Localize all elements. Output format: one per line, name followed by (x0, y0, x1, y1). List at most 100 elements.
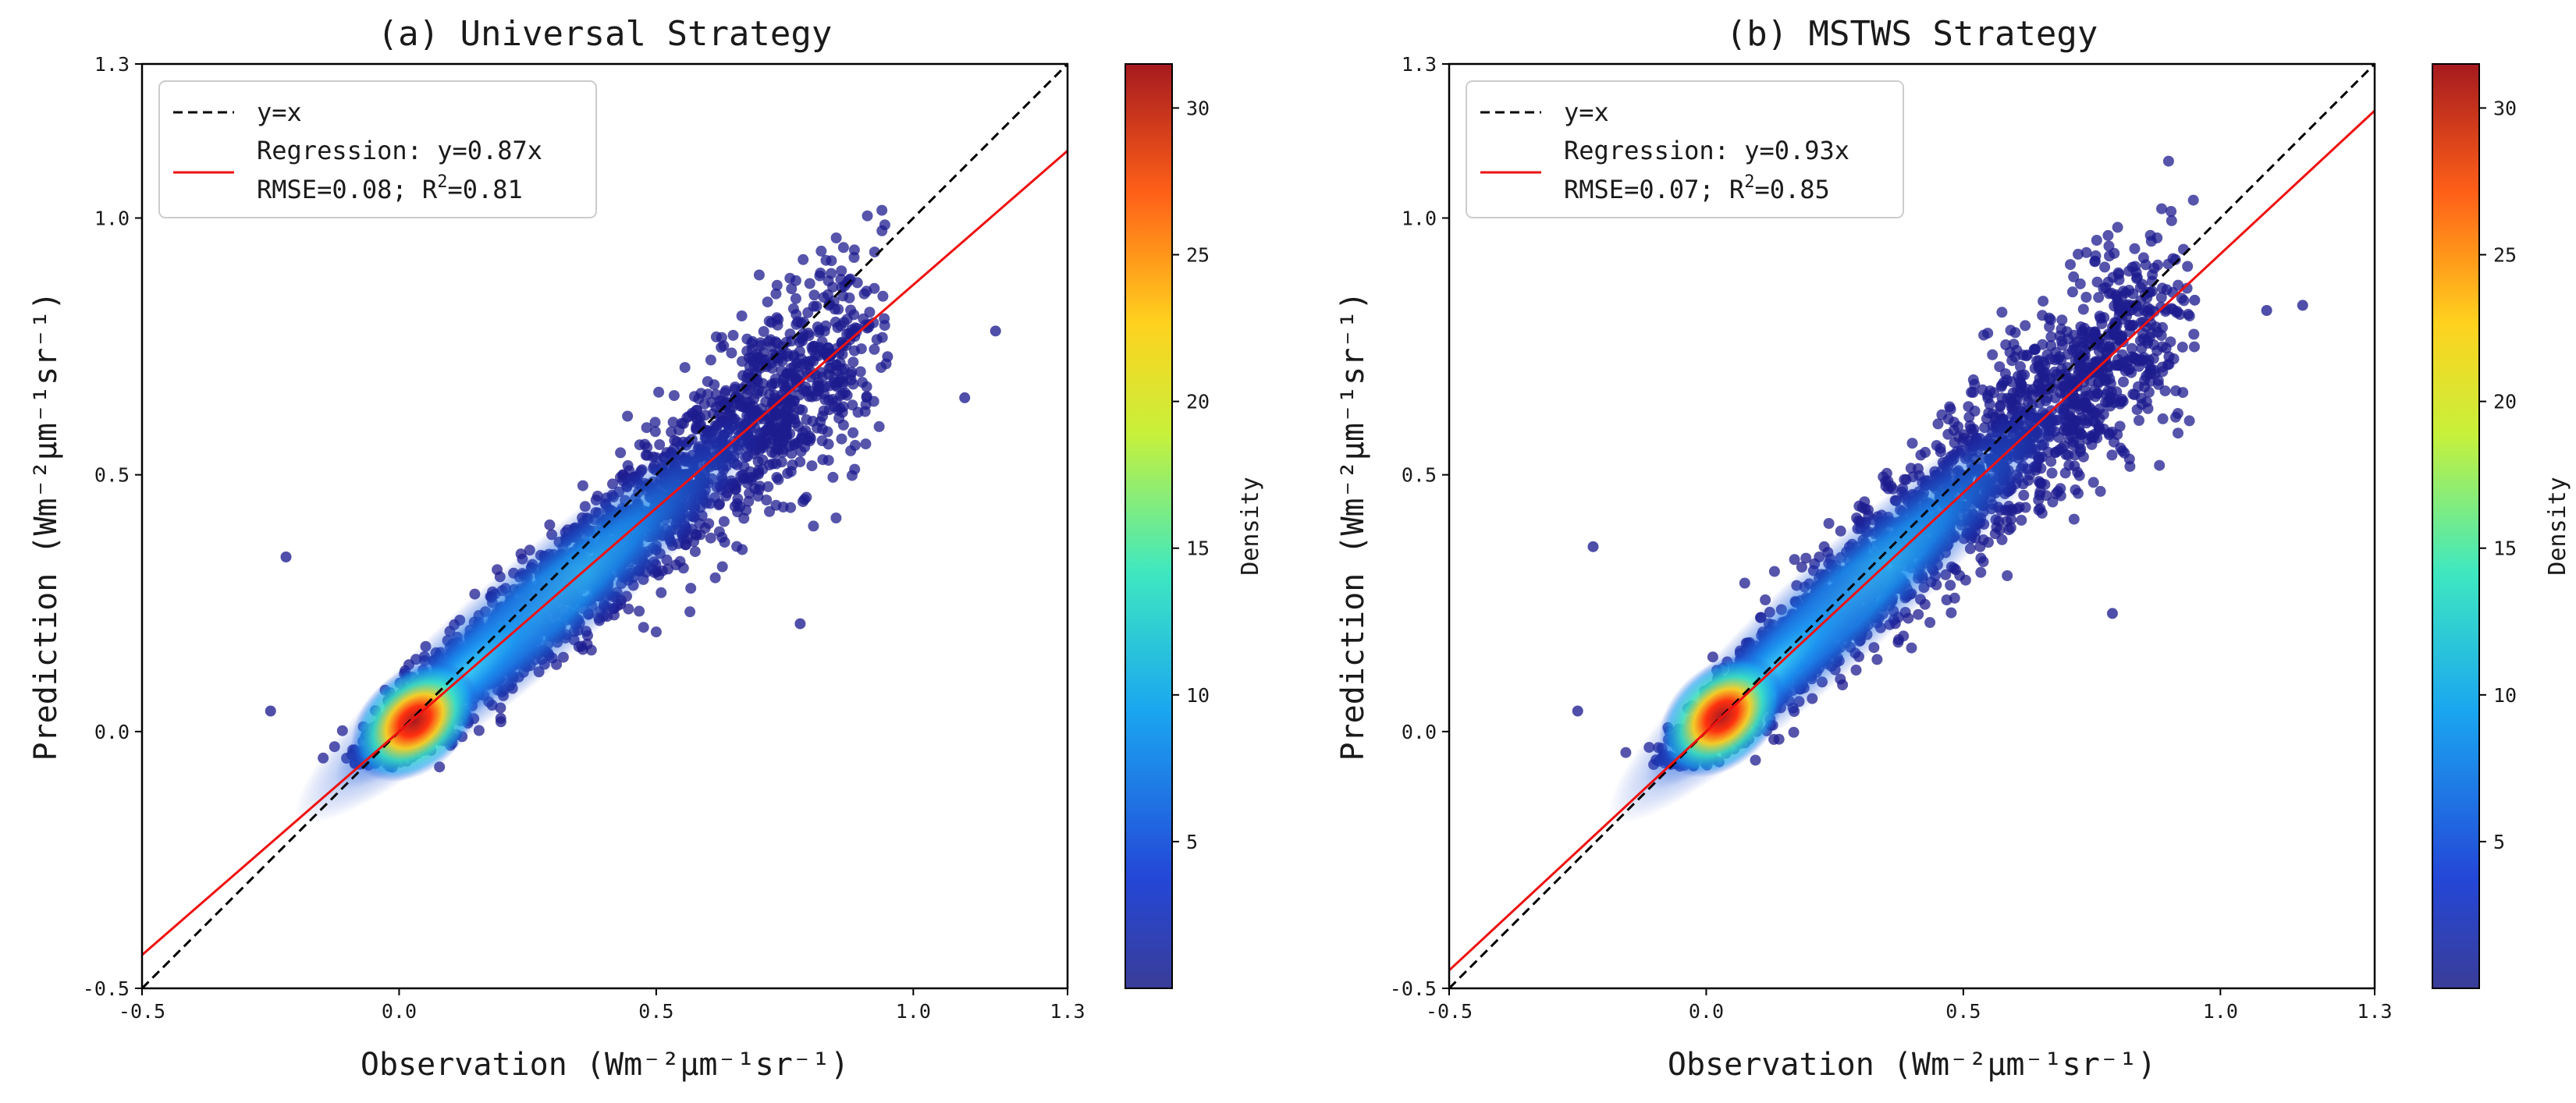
data-point (847, 427, 859, 438)
data-point (822, 426, 833, 438)
data-point (835, 274, 847, 285)
data-point (757, 378, 769, 389)
data-point (2045, 456, 2057, 467)
data-point (2116, 332, 2127, 344)
data-point (2016, 514, 2027, 526)
y-tick-label: 0.5 (94, 464, 130, 487)
data-point (819, 394, 831, 406)
data-point (2145, 363, 2157, 374)
metrics-superscript: 2 (437, 172, 447, 192)
data-point (804, 431, 815, 442)
data-point (2163, 358, 2175, 370)
legend-label-regression: Regression: y=0.87x (257, 136, 542, 165)
data-point (852, 406, 864, 418)
data-point (2055, 442, 2067, 454)
data-point (719, 537, 730, 548)
data-point (2102, 229, 2114, 241)
data-point (869, 282, 880, 294)
data-point (577, 480, 588, 491)
data-point (2080, 246, 2092, 258)
data-point (667, 417, 679, 428)
data-point (2047, 496, 2059, 508)
data-point (2126, 342, 2137, 354)
data-point (876, 332, 888, 343)
data-point (2073, 248, 2084, 260)
data-point (668, 390, 680, 402)
data-point (777, 374, 789, 386)
data-point (1967, 387, 1979, 398)
data-point (730, 381, 741, 393)
data-point (2002, 570, 2013, 581)
colorbar-tick-label: 25 (1186, 244, 1210, 267)
data-point (812, 321, 823, 333)
data-point (1984, 399, 1995, 410)
data-point (2087, 477, 2099, 488)
data-point (844, 328, 855, 339)
data-point (794, 618, 806, 630)
data-point (849, 439, 861, 451)
data-point (716, 342, 727, 353)
data-point (1906, 642, 1917, 654)
x-tick-label: 1.0 (896, 1000, 931, 1023)
data-point (684, 606, 696, 618)
data-point (794, 346, 805, 357)
data-point (837, 242, 849, 254)
data-point (2078, 414, 2090, 426)
data-point (2131, 404, 2143, 416)
data-point (2041, 349, 2053, 360)
data-point (2080, 292, 2092, 303)
data-point (804, 278, 815, 289)
data-point (2089, 255, 2101, 267)
regression-line (142, 150, 1068, 956)
data-point (280, 552, 292, 562)
legend-label-metrics: RMSE=0.08; R2=0.81 (257, 172, 523, 204)
data-point (869, 343, 880, 355)
data-point (2034, 486, 2046, 498)
data-point (2166, 206, 2177, 217)
data-point (639, 438, 651, 450)
data-point (2131, 271, 2143, 283)
data-point (2189, 341, 2200, 353)
data-point (753, 484, 765, 495)
data-point (2165, 336, 2176, 348)
data-point (737, 544, 748, 555)
data-point (650, 626, 662, 638)
data-point (2105, 378, 2116, 389)
data-point (2032, 378, 2044, 390)
data-point (877, 290, 889, 302)
data-point (776, 446, 788, 458)
data-point (2135, 392, 2147, 404)
data-point (2066, 286, 2078, 298)
data-point (1924, 617, 1936, 628)
data-point (691, 405, 702, 417)
data-point (2033, 495, 2045, 506)
data-point (638, 622, 649, 633)
data-point (1996, 379, 2008, 391)
colorbar-gradient (1125, 63, 1173, 989)
data-point (495, 712, 506, 724)
data-point (709, 572, 721, 583)
data-point (763, 335, 774, 347)
data-point (841, 314, 853, 325)
data-point (2069, 460, 2080, 472)
data-point (771, 472, 783, 483)
data-point (797, 358, 808, 370)
data-point (2134, 415, 2144, 426)
data-point (2093, 345, 2105, 356)
data-point (823, 438, 834, 450)
data-point (839, 387, 851, 399)
y-axis-label: Prediction (Wm⁻²μm⁻¹sr⁻¹) (28, 291, 64, 761)
data-point (748, 393, 760, 405)
data-point (2146, 328, 2158, 339)
data-point (2162, 155, 2174, 167)
data-point (858, 313, 869, 325)
data-point (845, 304, 857, 316)
data-point (2038, 296, 2049, 307)
data-point (2183, 310, 2195, 322)
data-point (2073, 488, 2084, 499)
data-point (726, 347, 737, 359)
legend-box (158, 80, 597, 218)
data-point (837, 290, 849, 302)
data-point (699, 410, 711, 421)
data-point (792, 437, 804, 449)
